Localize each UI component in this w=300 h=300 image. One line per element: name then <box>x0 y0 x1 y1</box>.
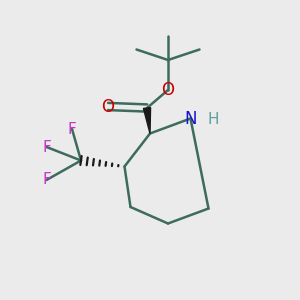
Text: O: O <box>161 81 175 99</box>
Text: O: O <box>101 98 115 116</box>
Text: F: F <box>68 122 76 136</box>
Text: N: N <box>184 110 197 128</box>
Polygon shape <box>143 108 151 134</box>
Text: F: F <box>42 140 51 154</box>
Text: H: H <box>207 112 219 128</box>
Text: F: F <box>42 172 51 188</box>
